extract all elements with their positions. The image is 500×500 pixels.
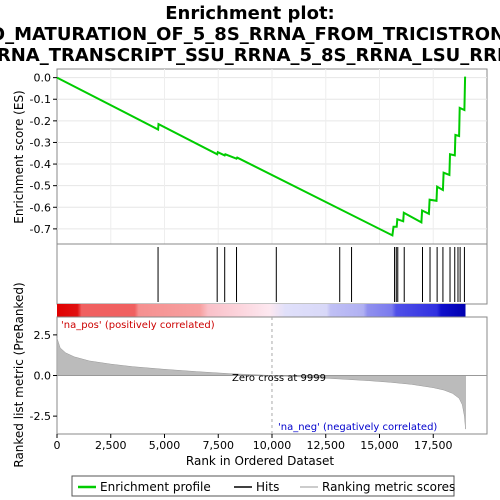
rank-y-tick-label: 0.0 (34, 370, 52, 383)
rank-panel-y-axis-title: Ranked list metric (PreRanked) (12, 282, 26, 467)
rank-y-tick-label: -2.5 (30, 410, 51, 423)
chart-title-line-2: GO_MATURATION_OF_5_8S_RRNA_FROM_TRICISTR… (0, 24, 500, 45)
rank-x-tick-label: 17,500 (414, 439, 453, 452)
es-y-tick-label: 0.0 (34, 72, 52, 85)
rank-x-tick-label: 0 (54, 439, 61, 452)
rank-x-tick-label: 5,000 (149, 439, 181, 452)
legend-box (71, 475, 455, 497)
es-y-tick-label: -0.3 (30, 136, 51, 149)
rank-panel-y-ticks: 2.5 0.0 -2.5 (30, 329, 57, 423)
legend-label-ranking-metric: Ranking metric scores (322, 480, 455, 494)
es-y-tick-label: -0.2 (30, 115, 51, 128)
chart-title-line-1: Enrichment plot: (165, 3, 335, 24)
es-y-tick-label: -0.4 (30, 158, 51, 171)
es-panel-y-ticks: 0.0 -0.1 -0.2 -0.3 -0.4 -0.5 -0.6 -0.7 (30, 72, 57, 236)
legend-label-hits: Hits (256, 480, 279, 494)
rank-x-tick-label: 10,000 (253, 439, 292, 452)
ranking-metric-area (56, 338, 466, 430)
rank-panel-x-ticks: 0 2,500 5,000 7,500 10,000 12,500 15,000 17,500 (54, 434, 453, 452)
rank-x-tick-label: 12,500 (307, 439, 346, 452)
negative-correlation-label: 'na_neg' (negatively correlated) (278, 422, 437, 433)
es-y-tick-label: -0.7 (30, 223, 51, 236)
rank-color-bar (57, 304, 466, 317)
hits-panel (157, 247, 465, 302)
rank-panel-x-axis-title: Rank in Ordered Dataset (186, 454, 334, 468)
es-y-tick-label: -0.5 (30, 180, 51, 193)
es-y-tick-label: -0.1 (30, 93, 51, 106)
positive-correlation-label: 'na_pos' (positively correlated) (61, 320, 215, 331)
legend-label-enrichment-profile: Enrichment profile (100, 480, 211, 494)
rank-x-tick-label: 15,000 (360, 439, 399, 452)
es-panel-gridlines (57, 69, 487, 244)
es-panel-y-axis-title: Enrichment score (ES) (12, 90, 26, 223)
enrichment-profile-line (56, 76, 467, 237)
rank-x-tick-label: 7,500 (203, 439, 235, 452)
zero-cross-label: Zero cross at 9999 (232, 373, 326, 384)
rank-x-tick-label: 2,500 (95, 439, 127, 452)
hits-panel-frame (56, 243, 488, 305)
es-y-tick-label: -0.6 (30, 201, 51, 214)
rank-y-tick-label: 2.5 (34, 329, 52, 342)
chart-title-line-3: _RRNA_TRANSCRIPT_SSU_RRNA_5_8S_RRNA_LSU_… (0, 45, 500, 66)
